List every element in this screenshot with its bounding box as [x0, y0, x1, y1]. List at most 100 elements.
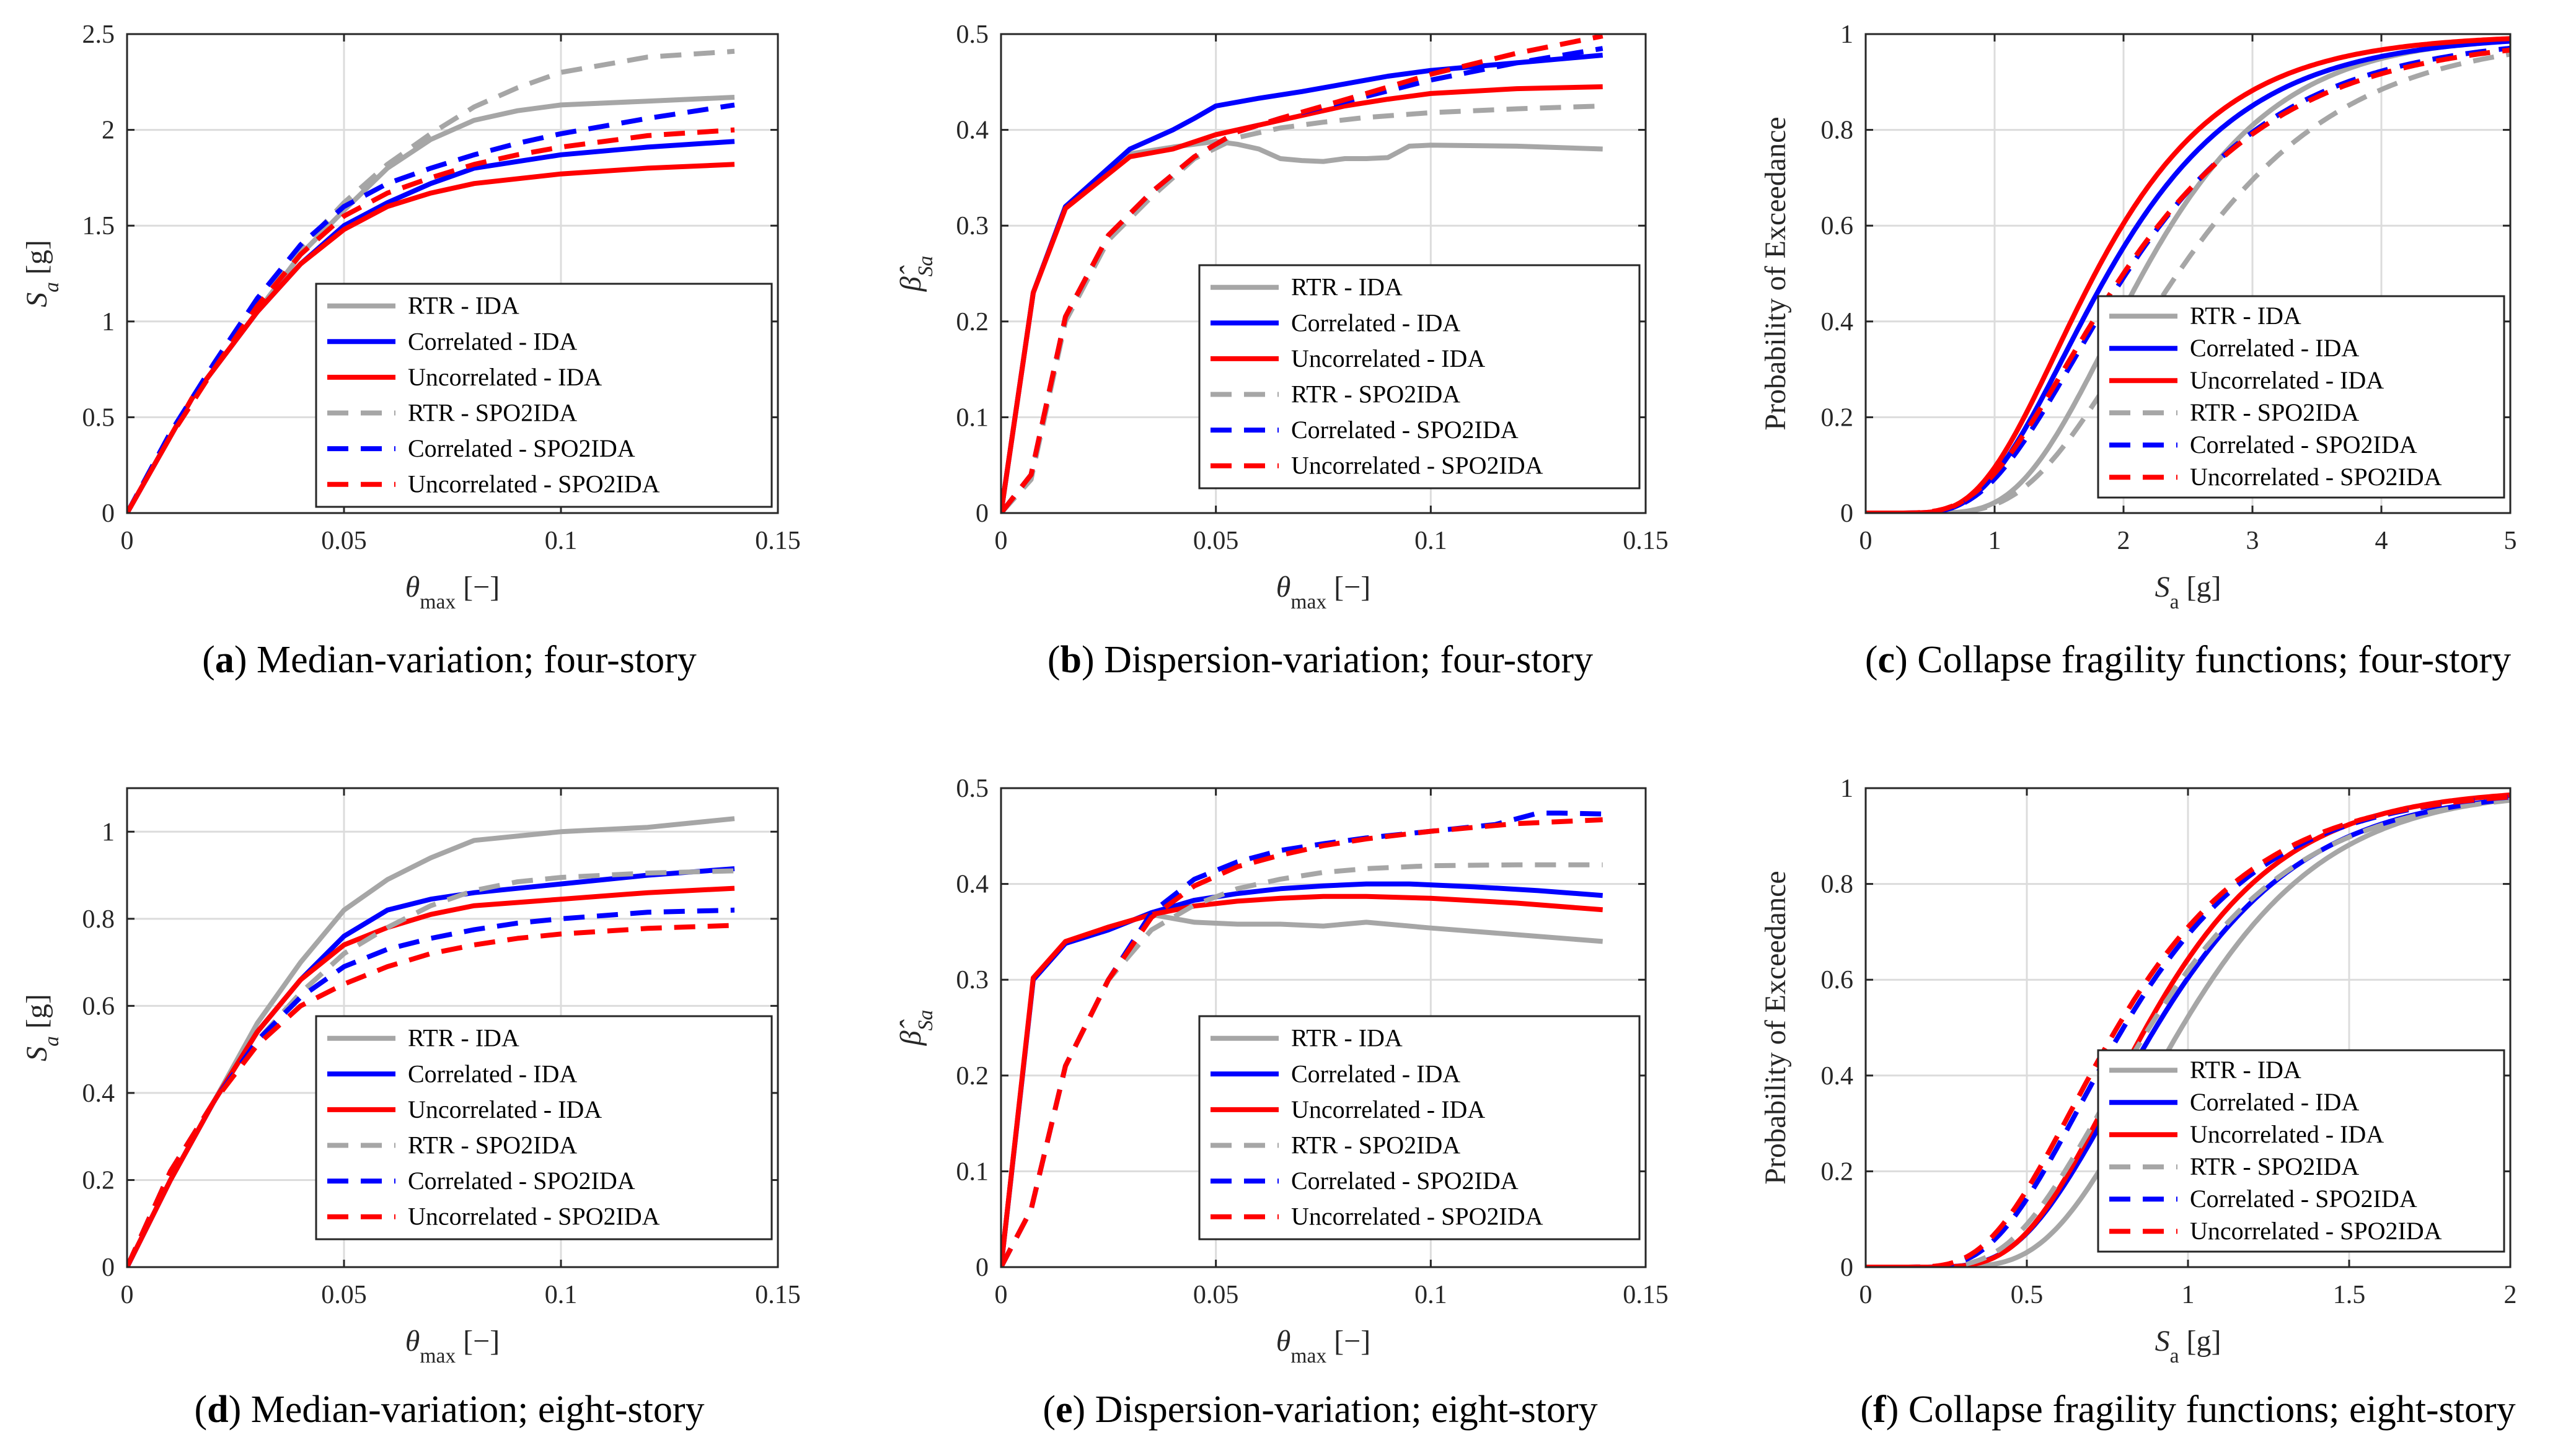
- legend-box: [2097, 295, 2505, 499]
- legend-label: RTR - IDA: [2190, 1056, 2301, 1084]
- panel-caption: (e) Dispersion-variation; eight-story: [1043, 1389, 1597, 1431]
- legend-label: Uncorrelated - SPO2IDA: [1291, 452, 1543, 480]
- x-axis-label: θmax [−]: [1276, 571, 1370, 613]
- x-tick-label: 0: [1859, 527, 1872, 555]
- legend-label: Uncorrelated - IDA: [1291, 345, 1485, 372]
- y-tick-label: 0.6: [82, 992, 115, 1021]
- x-tick-label: 0.1: [1414, 1281, 1447, 1309]
- legend: RTR - IDA Correlated - IDA Uncorrelated - …: [1198, 264, 1641, 489]
- series-line-uncorrelated-spo2ida: [127, 923, 735, 1267]
- x-axis-label: θmax [−]: [405, 571, 500, 613]
- y-axis-label: Probability of Exceedance: [1759, 116, 1792, 430]
- series-group: [1001, 810, 1603, 1267]
- y-tick-label: 0.3: [956, 966, 989, 994]
- legend-label: RTR - SPO2IDA: [2190, 1152, 2359, 1180]
- series-line-uncorrelated-spo2ida: [1866, 47, 2510, 513]
- panel-caption: (a) Median-variation; four-story: [202, 639, 697, 681]
- x-tick-label: 1: [2182, 1281, 2195, 1309]
- y-tick-label: 2.5: [82, 20, 115, 49]
- y-tick-label: 0.8: [1821, 871, 1854, 899]
- legend-label: Uncorrelated - SPO2IDA: [408, 1203, 660, 1231]
- legend-box: [2097, 1049, 2505, 1253]
- y-tick-label: 2: [102, 116, 115, 145]
- x-tick-label: 0.15: [755, 1281, 801, 1309]
- legend-box: [1198, 1015, 1641, 1240]
- legend-label: Correlated - IDA: [1291, 1060, 1460, 1087]
- y-tick-label: 0: [976, 1253, 989, 1282]
- y-tick-label: 1: [1840, 20, 1853, 49]
- legend-label: RTR - SPO2IDA: [1291, 1131, 1460, 1159]
- panel-caption: (c) Collapse fragility functions; four-s…: [1865, 639, 2511, 681]
- x-tick-label: 4: [2375, 527, 2388, 555]
- x-tick-label: 3: [2246, 527, 2259, 555]
- axes-frame: [1864, 33, 2512, 514]
- legend: RTR - IDA Correlated - IDA Uncorrelated - …: [315, 283, 773, 508]
- x-axis-label: θmax [−]: [405, 1325, 500, 1367]
- axes-frame: [126, 787, 779, 1268]
- legend: RTR - IDA Correlated - IDA Uncorrelated - …: [2097, 1049, 2505, 1253]
- series-line-rtr-spo2ida: [1866, 797, 2510, 1267]
- legend-label: Uncorrelated - IDA: [2190, 1120, 2384, 1148]
- legend: RTR - IDA Correlated - IDA Uncorrelated - …: [2097, 295, 2505, 499]
- y-tick-label: 0.6: [1821, 212, 1854, 240]
- legend-box: [1198, 264, 1641, 489]
- series-group: [127, 48, 735, 513]
- legend: RTR - IDA Correlated - IDA Uncorrelated - …: [1198, 1015, 1641, 1240]
- legend-label: RTR - SPO2IDA: [2190, 398, 2359, 426]
- legend-label: RTR - IDA: [408, 1024, 519, 1052]
- series-group: [127, 816, 735, 1267]
- y-tick-label: 0: [1840, 1253, 1853, 1282]
- legend-label: Correlated - SPO2IDA: [408, 1167, 635, 1195]
- y-tick-label: 0.4: [1821, 1062, 1854, 1091]
- legend-label: RTR - SPO2IDA: [408, 1131, 577, 1159]
- legend-label: RTR - IDA: [1291, 1024, 1403, 1052]
- legend-label: RTR - SPO2IDA: [408, 399, 577, 427]
- x-axis-label: θmax [−]: [1276, 1325, 1370, 1367]
- x-tick-label: 0.15: [1623, 1281, 1669, 1309]
- series-line-uncorrelated-spo2ida: [1001, 34, 1603, 513]
- series-line-uncorrelated-spo2ida: [127, 127, 735, 513]
- y-tick-label: 1.5: [82, 212, 115, 240]
- y-tick-label: 0.5: [82, 403, 115, 432]
- chart-panel-f: 0 0.5 1 1.5 2 0 0.2 0.4 0.6 0.8 1 Sa [g] Probability…: [1759, 775, 2517, 1431]
- y-tick-label: 0.2: [956, 308, 989, 336]
- legend-box: [315, 283, 773, 508]
- chart-panel-c: 0 1 2 3 4 5 0 0.2 0.4 0.6 0.8 1 Sa [g] Probability of…: [1759, 20, 2517, 681]
- y-tick-label: 0: [102, 499, 115, 528]
- legend-label: Correlated - SPO2IDA: [408, 434, 635, 462]
- legend-label: Correlated - IDA: [408, 327, 577, 355]
- legend-box: [315, 1015, 773, 1240]
- y-tick-label: 0.2: [956, 1062, 989, 1091]
- y-tick-label: 0.4: [956, 871, 989, 899]
- legend-label: Uncorrelated - IDA: [408, 363, 602, 391]
- y-tick-label: 0.5: [956, 775, 989, 803]
- series-line-uncorrelated-spo2ida: [1866, 794, 2510, 1267]
- x-tick-label: 0.05: [1193, 527, 1239, 555]
- series-line-correlated-spo2ida: [127, 102, 735, 513]
- x-tick-label: 5: [2504, 527, 2517, 555]
- x-axis-label: Sa [g]: [2155, 1325, 2221, 1367]
- y-tick-label: 0.6: [1821, 966, 1854, 994]
- series-line-correlated-ida: [1001, 53, 1603, 513]
- x-tick-label: 0: [995, 1281, 1008, 1309]
- series-line-uncorrelated-ida: [1001, 84, 1603, 513]
- x-tick-label: 0.1: [545, 527, 578, 555]
- x-tick-label: 0: [121, 527, 134, 555]
- legend-label: Uncorrelated - SPO2IDA: [2190, 1217, 2442, 1245]
- y-tick-label: 0.2: [1821, 1157, 1854, 1186]
- y-axis-label: β̂Sa: [894, 1010, 937, 1046]
- x-tick-label: 0: [995, 527, 1008, 555]
- y-tick-label: 0.2: [1821, 403, 1854, 432]
- y-axis-label: Sa [g]: [20, 240, 63, 307]
- y-tick-label: 1: [1840, 775, 1853, 803]
- y-axis-label: Probability of Exceedance: [1759, 871, 1792, 1184]
- y-tick-label: 0: [976, 499, 989, 528]
- y-tick-label: 0.4: [956, 116, 989, 145]
- axes-frame: [1000, 33, 1647, 514]
- legend-label: RTR - IDA: [2190, 302, 2301, 330]
- legend-label: Uncorrelated - IDA: [2190, 366, 2384, 394]
- x-tick-label: 0.15: [755, 527, 801, 555]
- x-tick-label: 0: [121, 1281, 134, 1309]
